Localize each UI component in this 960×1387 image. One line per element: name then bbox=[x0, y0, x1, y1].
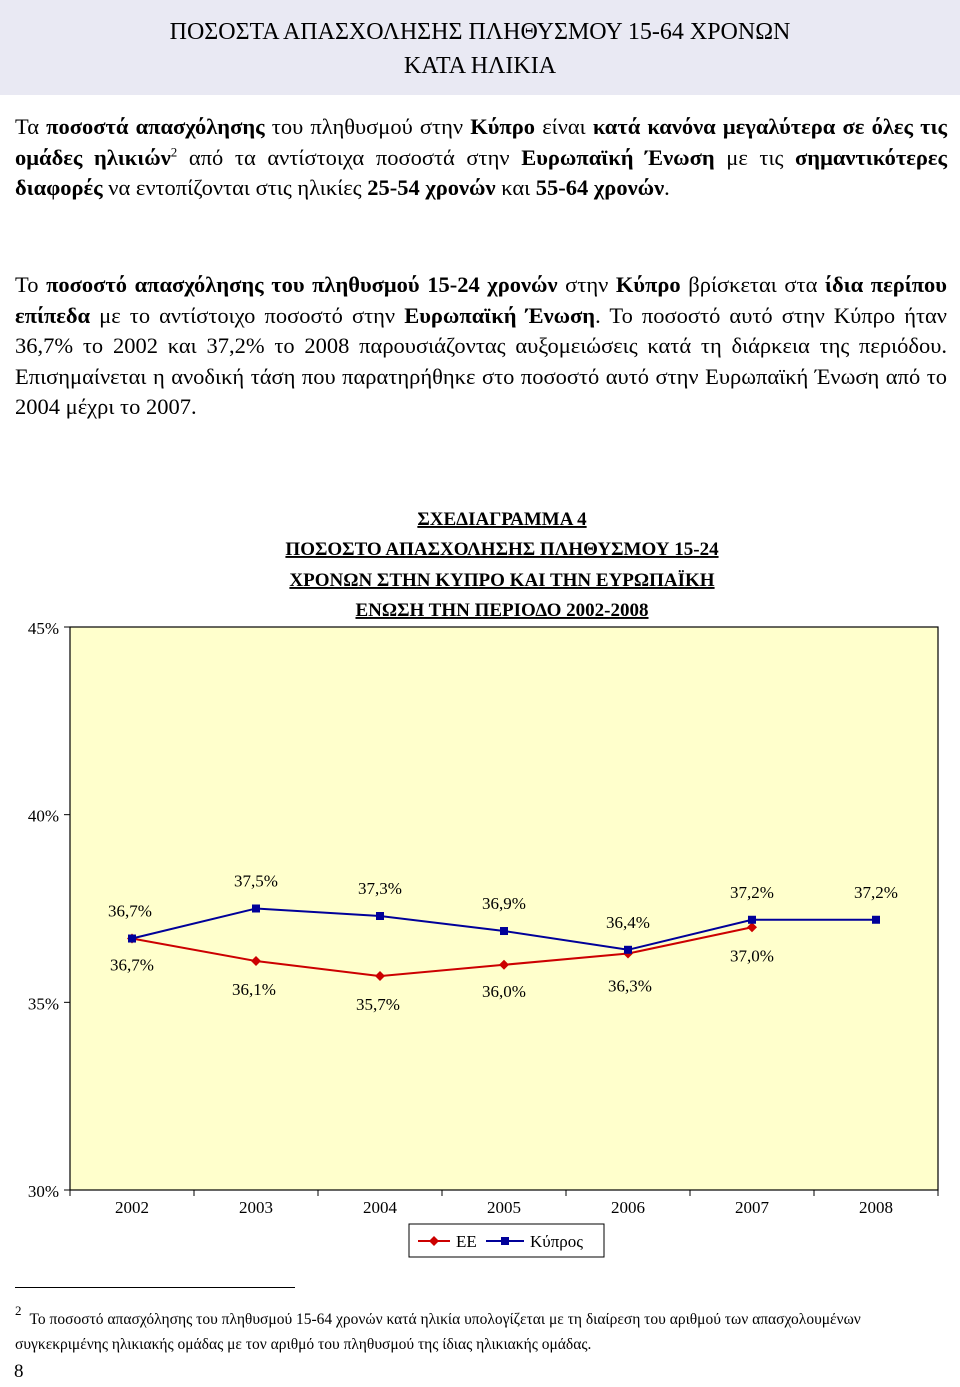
series-point-1 bbox=[252, 904, 260, 913]
footnote-text: Το ποσοστό απασχόλησης του πληθυσμού 15-… bbox=[15, 1311, 861, 1353]
chart-title-line-2: ΠΟΣΟΣΤΟ ΑΠΑΣΧΟΛΗΣΗΣ ΠΛΗΘΥΣΜΟΥ 15-24 bbox=[285, 539, 719, 560]
page-title-line-1: ΠΟΣΟΣΤΑ ΑΠΑΣΧΟΛΗΣΗΣ ΠΛΗΘΥΣΜΟΥ 15-64 ΧΡΟΝ… bbox=[169, 19, 791, 45]
chart-title-line-1: ΣΧΕΔΙΑΓΡΑΜΜΑ 4 bbox=[417, 509, 587, 530]
x-tick-label: 2008 bbox=[859, 1198, 893, 1217]
y-tick-label: 35% bbox=[28, 994, 59, 1013]
x-tick-label: 2002 bbox=[115, 1198, 149, 1217]
data-label: 37,2% bbox=[854, 883, 898, 902]
chart-title-line-4: ΕΝΩΣΗ ΤΗΝ ΠΕΡΙΟΔΟ 2002-2008 bbox=[355, 600, 648, 621]
series-point-1 bbox=[128, 934, 136, 943]
y-tick-label: 40% bbox=[28, 807, 59, 826]
data-label: 36,3% bbox=[608, 977, 652, 996]
data-label: 37,2% bbox=[730, 883, 774, 902]
y-tick-label: 30% bbox=[28, 1182, 59, 1201]
legend-label: Κύπρος bbox=[530, 1232, 583, 1251]
data-label: 37,3% bbox=[358, 879, 402, 898]
legend-swatch-marker bbox=[501, 1237, 509, 1245]
paragraph-1: Τα ποσοστά απασχόλησης του πληθυσμού στη… bbox=[15, 114, 948, 200]
header-band: ΠΟΣΟΣΤΑ ΑΠΑΣΧΟΛΗΣΗΣ ΠΛΗΘΥΣΜΟΥ 15-64 ΧΡΟΝ… bbox=[0, 0, 960, 95]
data-label: 37,5% bbox=[234, 872, 278, 891]
x-tick-label: 2007 bbox=[735, 1198, 770, 1217]
series-point-1 bbox=[748, 915, 756, 924]
data-label: 36,0% bbox=[482, 982, 526, 1001]
footnote: 2Το ποσοστό απασχόλησης του πληθυσμού 15… bbox=[15, 1298, 950, 1357]
data-label: 36,9% bbox=[482, 894, 526, 913]
footnote-divider bbox=[15, 1287, 295, 1288]
data-label: 35,7% bbox=[356, 995, 400, 1014]
series-point-1 bbox=[872, 915, 880, 924]
page-number: 8 bbox=[14, 1361, 24, 1382]
chart-title-line-3: ΧΡΟΝΩΝ ΣΤΗΝ ΚΥΠΡΟ ΚΑΙ ΤΗΝ ΕΥΡΩΠΑΪΚΗ bbox=[289, 570, 714, 591]
y-tick-label: 45% bbox=[28, 619, 59, 638]
data-label: 36,7% bbox=[108, 902, 152, 921]
footnote-ref: 2 bbox=[170, 144, 178, 159]
data-label: 36,1% bbox=[232, 980, 276, 999]
data-label: 36,7% bbox=[110, 956, 154, 975]
page-title-line-2: ΚΑΤΑ ΗΛΙΚΙΑ bbox=[403, 53, 557, 79]
paragraph-2: Το ποσοστό απασχόλησης του πληθυσμού 15-… bbox=[15, 272, 947, 419]
x-tick-label: 2006 bbox=[611, 1198, 645, 1217]
x-tick-label: 2005 bbox=[487, 1198, 521, 1217]
series-point-1 bbox=[624, 945, 632, 954]
x-tick-label: 2004 bbox=[363, 1198, 398, 1217]
legend-swatch-marker bbox=[429, 1236, 439, 1246]
series-point-1 bbox=[376, 912, 384, 921]
series-point-0 bbox=[375, 971, 385, 982]
x-tick-label: 2003 bbox=[239, 1198, 273, 1217]
footnote-mark: 2 bbox=[15, 1303, 22, 1318]
employment-chart: ΣΧΕΔΙΑΓΡΑΜΜΑ 4 ΠΟΣΟΣΤΟ ΑΠΑΣΧΟΛΗΣΗΣ ΠΛΗΘΥΣ… bbox=[28, 509, 939, 1258]
data-label: 36,4% bbox=[606, 913, 650, 932]
series-point-0 bbox=[251, 956, 261, 967]
series-point-0 bbox=[747, 922, 757, 933]
data-label: 37,0% bbox=[730, 946, 774, 965]
series-point-1 bbox=[500, 927, 508, 936]
series-point-0 bbox=[499, 959, 509, 970]
legend-label: ΕΕ bbox=[456, 1232, 477, 1251]
series-line-0 bbox=[131, 926, 753, 978]
plot-area bbox=[69, 626, 939, 1191]
